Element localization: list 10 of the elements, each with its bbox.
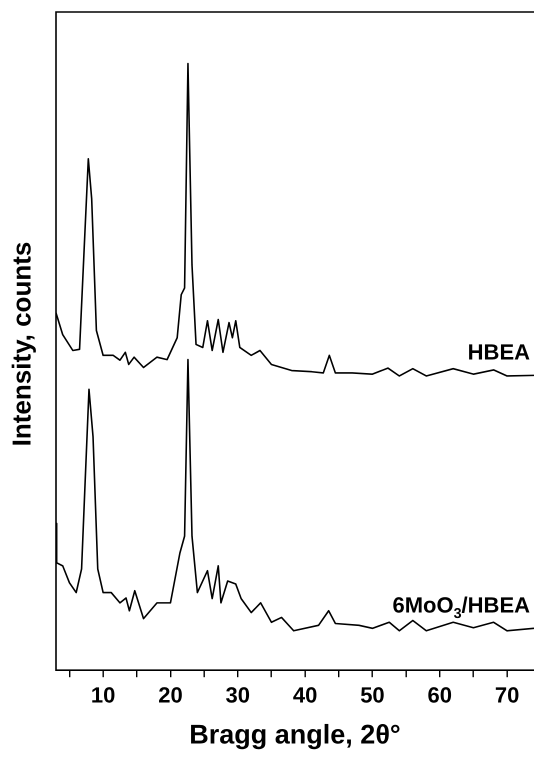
x-tick-label: 70 [494, 682, 520, 708]
x-tick-label: 30 [226, 682, 250, 708]
x-tick-label: 60 [428, 682, 452, 708]
series-label: HBEA [468, 339, 530, 364]
y-axis-title: Intensity, counts [6, 242, 38, 446]
x-tick-label: 50 [360, 682, 385, 708]
x-tick-label: 40 [292, 682, 318, 708]
x-tick-label: 20 [158, 682, 183, 708]
x-tick-label: 10 [90, 682, 116, 708]
x-axis-title: Bragg angle, 2θ° [189, 719, 401, 750]
